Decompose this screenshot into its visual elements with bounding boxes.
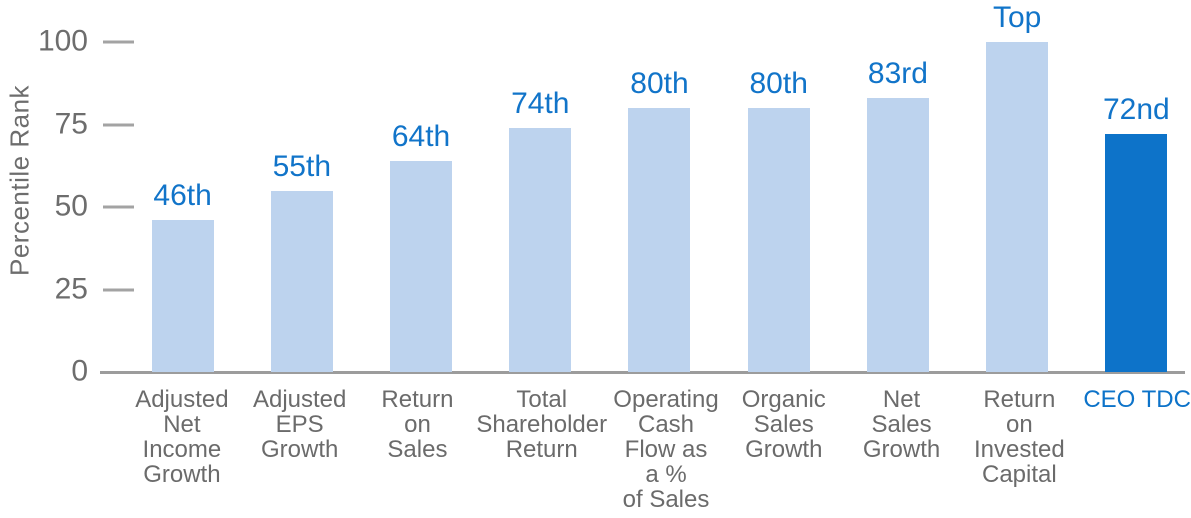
bar-slot: 80th [600, 42, 719, 372]
bar-slot: 74th [481, 42, 600, 372]
bar [270, 190, 333, 372]
bar-value-label: Top [992, 1, 1042, 34]
x-category-label: Return on Invested Capital [973, 386, 1065, 488]
bar-value-label: 72nd [1102, 93, 1170, 127]
x-category-label: Total Shareholder Return [476, 386, 608, 463]
x-category-label: CEO TDC [1083, 386, 1191, 413]
bar-slot: 64th [361, 42, 480, 372]
bar-value-label: 80th [630, 67, 689, 100]
y-tick-mark [103, 205, 134, 209]
bar [628, 108, 691, 372]
x-axis-labels: Adjusted Net Income Growth Adjusted EPS Growth… [123, 387, 1191, 512]
bar-slot: 46th [123, 42, 242, 372]
bar [509, 127, 572, 372]
bar-value-label: 55th [272, 149, 332, 183]
x-category-label: Return on Sales [381, 386, 454, 463]
x-category-label: Adjusted Net Income Growth [135, 386, 229, 488]
x-category-label: Operating Cash Flow as a % of Sales [613, 386, 719, 513]
y-tick-label: 25 [54, 271, 88, 305]
bar-value-label: 80th [749, 67, 808, 100]
bar-slot: Top [958, 3, 1077, 372]
x-category-label: Organic Sales Growth [741, 386, 826, 463]
bar-slot: 55th [242, 42, 361, 372]
x-axis-line [100, 371, 1185, 374]
y-tick-label: 50 [54, 189, 88, 223]
y-tick-label: 75 [54, 106, 88, 140]
bar-value-label: 46th [153, 179, 212, 213]
bar [151, 220, 214, 372]
bar-value-label: 83rd [867, 57, 928, 91]
x-category-label: Net Sales Growth [862, 386, 941, 463]
bar-highlighted [1105, 134, 1168, 372]
bar [986, 42, 1049, 372]
bar-value-label: 74th [511, 86, 570, 120]
y-tick-label: 100 [37, 24, 88, 58]
bar [390, 160, 453, 372]
x-category-label: Adjusted EPS Growth [252, 386, 347, 463]
bar [866, 98, 929, 372]
y-tick-label: 0 [71, 354, 88, 388]
bars-area: 46th 55th 64th 74th 80th 80th 83rd Top 72nd [123, 3, 1191, 372]
bar-slot: 72nd [1077, 42, 1191, 372]
bar-value-label: 64th [391, 119, 451, 153]
y-tick-mark [103, 123, 134, 126]
bar [747, 108, 810, 372]
bar-slot: 80th [719, 42, 838, 372]
bar-slot: 83rd [838, 42, 957, 372]
y-tick-mark [103, 288, 134, 291]
y-tick-mark [103, 40, 134, 44]
